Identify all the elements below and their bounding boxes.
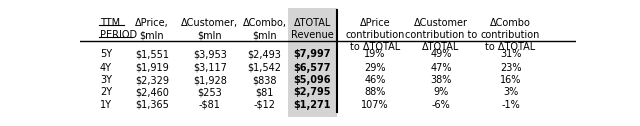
- Text: 46%: 46%: [364, 75, 386, 85]
- Text: ΔCustomer,
$mln: ΔCustomer, $mln: [181, 18, 239, 40]
- Text: 31%: 31%: [500, 49, 521, 59]
- Text: TTM
PERIOD: TTM PERIOD: [100, 18, 137, 40]
- Text: $1,365: $1,365: [135, 100, 169, 110]
- Text: ΔPrice
contribution
to ΔTOTAL: ΔPrice contribution to ΔTOTAL: [346, 18, 405, 52]
- Text: 47%: 47%: [430, 63, 452, 73]
- Text: $1,551: $1,551: [135, 49, 169, 59]
- Text: $2,460: $2,460: [135, 87, 169, 97]
- Text: -1%: -1%: [501, 100, 520, 110]
- Text: $1,271: $1,271: [293, 100, 331, 110]
- Text: 49%: 49%: [431, 49, 452, 59]
- Text: -$81: -$81: [199, 100, 221, 110]
- Text: 19%: 19%: [364, 49, 386, 59]
- Text: 2Y: 2Y: [100, 87, 112, 97]
- Text: 38%: 38%: [431, 75, 452, 85]
- Text: ΔTOTAL
Revenue: ΔTOTAL Revenue: [291, 18, 333, 40]
- Text: $838: $838: [252, 75, 276, 85]
- Text: $253: $253: [198, 87, 222, 97]
- Text: ΔCustomer
contribution to
ΔTOTAL: ΔCustomer contribution to ΔTOTAL: [405, 18, 477, 52]
- Text: $5,096: $5,096: [293, 75, 331, 85]
- Text: $2,329: $2,329: [135, 75, 169, 85]
- Text: -$12: -$12: [253, 100, 275, 110]
- Text: $6,577: $6,577: [293, 63, 331, 73]
- Text: $2,493: $2,493: [248, 49, 282, 59]
- Text: $3,117: $3,117: [193, 63, 227, 73]
- Text: $81: $81: [255, 87, 274, 97]
- Bar: [289, 8, 337, 117]
- Text: -6%: -6%: [432, 100, 451, 110]
- Text: 23%: 23%: [500, 63, 521, 73]
- Text: $1,928: $1,928: [193, 75, 227, 85]
- Text: ΔCombo
contribution
to ΔTOTAL: ΔCombo contribution to ΔTOTAL: [481, 18, 540, 52]
- Text: ΔPrice,
$mln: ΔPrice, $mln: [135, 18, 169, 40]
- Text: 9%: 9%: [433, 87, 449, 97]
- Text: 88%: 88%: [364, 87, 386, 97]
- Text: 4Y: 4Y: [100, 63, 112, 73]
- Text: 107%: 107%: [362, 100, 389, 110]
- Text: 1Y: 1Y: [100, 100, 112, 110]
- Text: ΔCombo,
$mln: ΔCombo, $mln: [243, 18, 287, 40]
- Text: 5Y: 5Y: [100, 49, 112, 59]
- Text: 16%: 16%: [500, 75, 521, 85]
- Text: $3,953: $3,953: [193, 49, 227, 59]
- Text: $1,919: $1,919: [135, 63, 169, 73]
- Text: 29%: 29%: [364, 63, 386, 73]
- Text: $1,542: $1,542: [248, 63, 282, 73]
- Text: $7,997: $7,997: [293, 49, 331, 59]
- Text: 3Y: 3Y: [100, 75, 112, 85]
- Text: 3%: 3%: [503, 87, 518, 97]
- Text: $2,795: $2,795: [293, 87, 331, 97]
